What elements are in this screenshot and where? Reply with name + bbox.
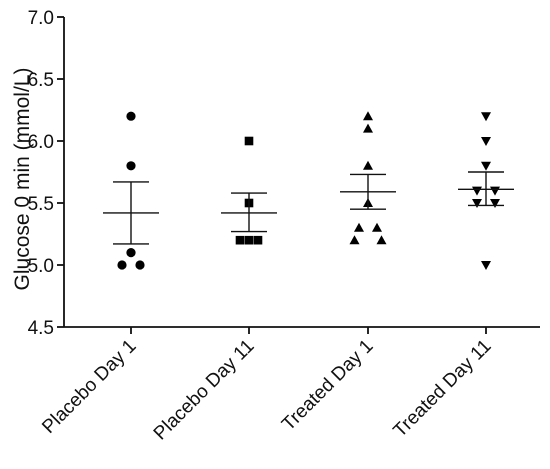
y-tick-label: 5.5	[28, 194, 54, 215]
data-point	[354, 222, 364, 232]
x-axis: Placebo Day 1 Placebo Day 11 Treated Day 1…	[38, 326, 540, 445]
data-point	[472, 199, 482, 208]
y-axis-title: Glucose 0 min (mmol/L)	[11, 68, 34, 291]
y-tick-label: 6.0	[28, 132, 54, 153]
data-point	[376, 235, 387, 245]
data-point	[490, 186, 500, 196]
data-point	[349, 235, 360, 245]
data-point	[363, 160, 373, 170]
data-point	[244, 235, 254, 245]
data-point	[481, 161, 491, 171]
y-tick-label: 7.0	[28, 8, 54, 29]
data-point	[472, 186, 482, 196]
group-2	[221, 136, 277, 245]
data-point	[363, 123, 373, 133]
data-point	[126, 161, 136, 171]
y-tick-label: 6.5	[28, 70, 54, 91]
data-point	[481, 137, 491, 146]
data-point	[253, 235, 263, 245]
data-point	[363, 111, 373, 121]
data-point	[244, 136, 254, 146]
data-point	[481, 261, 491, 270]
data-point	[235, 235, 245, 245]
data-point	[481, 112, 491, 122]
data-point	[135, 260, 145, 270]
y-tick-label: 4.5	[28, 318, 54, 339]
data-point	[490, 199, 500, 208]
x-tick-label: Placebo Day 11	[150, 336, 259, 445]
plot-area	[103, 111, 514, 270]
data-point	[126, 248, 136, 258]
group-1	[103, 111, 159, 270]
data-point	[372, 222, 382, 232]
y-axis: 4.5 5.0 5.5 6.0 6.5 7.0	[28, 8, 65, 339]
group-4	[458, 112, 514, 270]
x-tick-label: Placebo Day 1	[38, 336, 140, 438]
data-point	[117, 260, 127, 270]
y-tick-label: 5.0	[28, 256, 54, 277]
x-tick-label: Treated Day 1	[278, 336, 377, 435]
x-tick-label: Treated Day 11	[390, 336, 496, 442]
data-point	[126, 111, 136, 121]
group-3	[340, 111, 396, 245]
